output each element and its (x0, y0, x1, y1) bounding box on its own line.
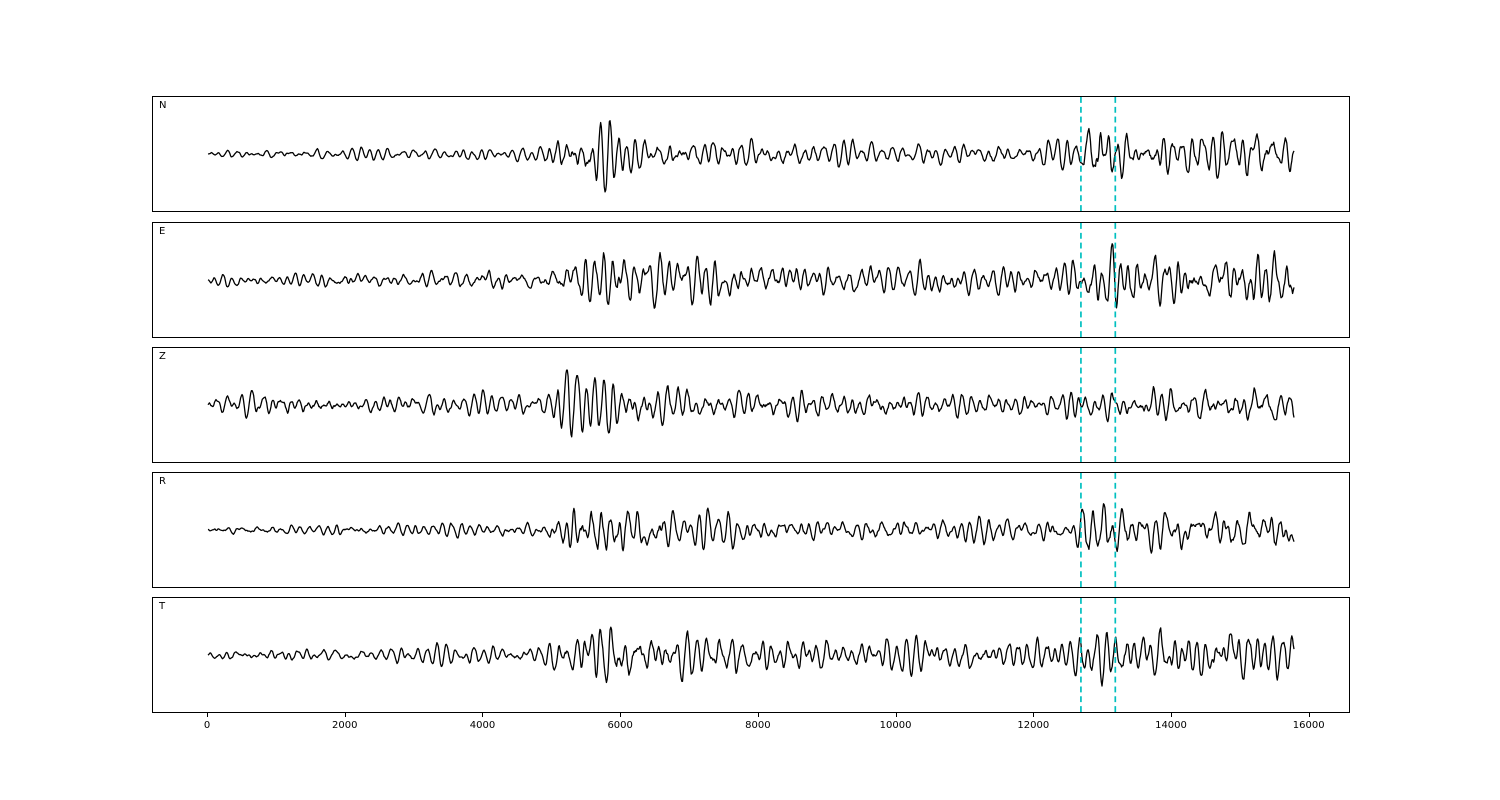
trace-plot-z (207, 348, 1295, 462)
panel-trace-n: N (152, 96, 1350, 212)
trace-label-e: E (159, 226, 166, 237)
x-tick-label: 0 (203, 720, 211, 731)
x-tick-label: 10000 (879, 720, 912, 731)
x-tick-label: 4000 (469, 720, 496, 731)
panel-trace-t: T (152, 597, 1350, 713)
trace-plot-e (207, 223, 1295, 337)
x-tick-label: 16000 (1292, 720, 1325, 731)
x-tick-label: 6000 (607, 720, 633, 731)
trace-label-z: Z (159, 351, 166, 362)
panel-trace-r: R (152, 472, 1350, 588)
x-tick-label: 2000 (332, 720, 358, 731)
x-tick-label: 14000 (1155, 720, 1187, 731)
panel-trace-z: Z (152, 347, 1350, 463)
x-tick-label: 12000 (1017, 720, 1050, 731)
panel-trace-e: E (152, 222, 1350, 338)
trace-plot-t (207, 598, 1295, 712)
trace-label-n: N (159, 100, 167, 111)
trace-plot-n (207, 97, 1295, 211)
x-axis-ticks: 0 2000 4000 6000 8000 10000 12000 14000 … (152, 720, 1350, 734)
x-tick-label: 8000 (745, 720, 771, 731)
trace-plot-r (207, 473, 1295, 587)
trace-label-t: T (159, 601, 166, 612)
trace-label-r: R (159, 476, 166, 487)
x-axis-tickmarks (152, 713, 1350, 718)
